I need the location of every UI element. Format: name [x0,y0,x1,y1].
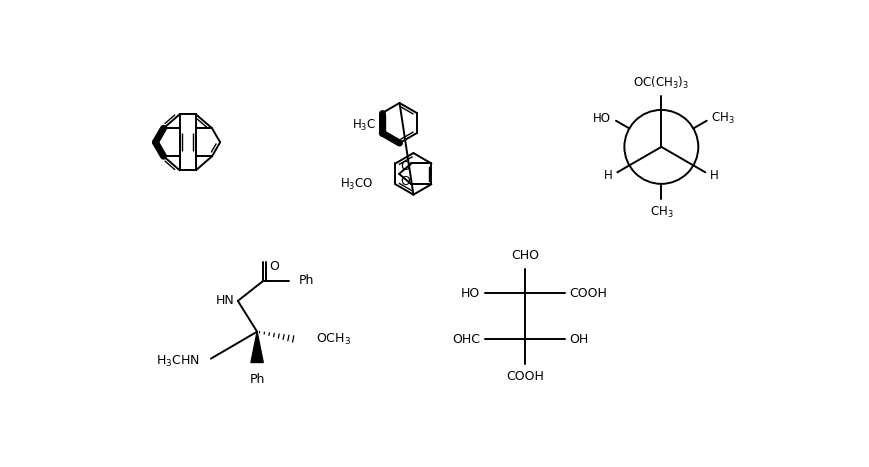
Text: OHC: OHC [453,333,481,346]
Text: HN: HN [216,294,235,307]
Text: CHO: CHO [511,249,539,262]
Text: H: H [604,169,613,182]
Text: OC(CH$_3$)$_3$: OC(CH$_3$)$_3$ [634,75,689,91]
Text: COOH: COOH [570,287,607,300]
Text: H$_3$CO: H$_3$CO [341,177,374,192]
Text: OCH$_3$: OCH$_3$ [315,332,350,347]
Text: H$_3$CHN: H$_3$CHN [156,354,200,369]
Text: H: H [710,169,719,182]
Text: CH$_3$: CH$_3$ [649,205,673,220]
Text: H$_3$C: H$_3$C [352,118,376,133]
Text: O: O [269,260,279,273]
Text: O: O [401,175,410,188]
Text: CH$_3$: CH$_3$ [712,111,735,126]
Text: Ph: Ph [299,275,314,287]
Text: OH: OH [570,333,589,346]
Text: Ph: Ph [249,373,265,386]
Text: COOH: COOH [506,370,544,383]
Text: HO: HO [594,112,611,125]
Text: O: O [401,160,410,173]
Polygon shape [251,332,263,362]
Text: HO: HO [461,287,481,300]
